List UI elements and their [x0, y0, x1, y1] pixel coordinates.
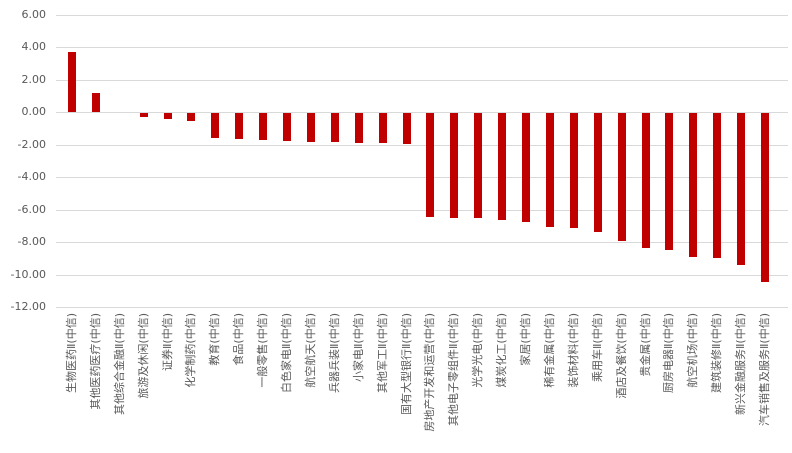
gridline	[56, 307, 788, 308]
x-category-label: 生物医药Ⅱ(中信)	[64, 313, 78, 393]
x-category-label: 房地产开发和运营(中信)	[423, 313, 437, 432]
x-category-label: 新兴金融服务Ⅱ(中信)	[734, 313, 748, 415]
x-category-label: 兵器兵装Ⅱ(中信)	[327, 313, 341, 393]
bar	[474, 113, 483, 219]
x-category-label: 其他医药医疗(中信)	[88, 313, 102, 410]
x-category-label: 教育(中信)	[208, 313, 222, 366]
x-category-label: 化学制药(中信)	[184, 313, 198, 388]
y-tick-label: -10.00	[10, 267, 46, 281]
bar	[593, 113, 602, 233]
x-category-label: 厨房电器Ⅱ(中信)	[662, 313, 676, 393]
x-category-label: 家居(中信)	[519, 313, 533, 366]
bar	[617, 113, 626, 241]
bar	[761, 113, 770, 282]
y-tick-label: -4.00	[17, 170, 46, 184]
x-category-label: 其他军工Ⅱ(中信)	[375, 313, 389, 393]
x-category-label: 小家电Ⅱ(中信)	[351, 313, 365, 382]
bar	[689, 113, 698, 258]
y-tick-label: -12.00	[10, 300, 46, 313]
x-category-label: 其他综合金融Ⅱ(中信)	[112, 313, 126, 415]
x-category-label: 汽车销售及服务Ⅱ(中信)	[758, 313, 772, 426]
bar	[641, 113, 650, 249]
bar	[91, 92, 100, 113]
bar	[569, 113, 578, 228]
bar	[163, 113, 172, 119]
x-category-label: 装饰材料(中信)	[566, 313, 580, 388]
gridline	[56, 144, 788, 146]
x-category-label: 乘用车Ⅱ(中信)	[590, 313, 604, 382]
gridline	[56, 242, 788, 244]
x-category-label: 其他电子零组件Ⅱ(中信)	[447, 313, 461, 426]
gridline	[56, 15, 788, 16]
bar	[426, 113, 435, 217]
y-tick-label: 6.00	[21, 8, 47, 21]
bar	[378, 113, 387, 144]
bar	[737, 113, 746, 266]
bar	[354, 113, 363, 143]
gridline	[56, 79, 788, 81]
bar	[67, 51, 76, 113]
x-category-label: 食品(中信)	[232, 313, 246, 366]
gridline	[56, 47, 788, 49]
gridline	[56, 112, 788, 114]
x-category-label: 光学光电(中信)	[471, 313, 485, 388]
x-category-label: 证券Ⅱ(中信)	[160, 313, 174, 371]
x-category-label: 稀有金属(中信)	[542, 313, 556, 388]
x-category-label: 航空航天(中信)	[303, 313, 317, 388]
x-category-label: 白色家电Ⅱ(中信)	[280, 313, 294, 393]
bar	[306, 113, 315, 142]
bar	[235, 113, 244, 139]
bar	[330, 113, 339, 143]
bar	[522, 113, 531, 222]
x-axis-labels: 生物医药Ⅱ(中信) 其他医药医疗(中信) 其他综合金融Ⅱ(中信) 旅游及休闲(中信) 证…	[0, 313, 792, 453]
y-tick-label: -8.00	[17, 235, 46, 249]
x-category-label: 贵金属(中信)	[638, 313, 652, 377]
x-category-label: 建筑装修Ⅱ(中信)	[710, 313, 724, 393]
bar	[665, 113, 674, 250]
y-tick-label: 0.00	[21, 105, 47, 119]
bar	[211, 113, 220, 138]
bar	[713, 113, 722, 259]
x-category-label: 一般零售(中信)	[256, 313, 270, 388]
x-category-label: 国有大型银行Ⅱ(中信)	[399, 313, 413, 415]
x-category-label: 旅游及休闲(中信)	[136, 313, 150, 399]
y-tick-label: 4.00	[21, 40, 47, 54]
x-category-label: 煤炭化工(中信)	[495, 313, 509, 388]
x-category-label: 航空机场(中信)	[686, 313, 700, 388]
bar	[450, 113, 459, 218]
y-tick-label: -6.00	[17, 202, 46, 216]
gridline	[56, 209, 788, 211]
bar	[139, 113, 148, 118]
bar	[259, 113, 268, 140]
x-category-label: 酒店及餐饮(中信)	[614, 313, 628, 399]
gridline	[56, 177, 788, 179]
bar	[283, 113, 292, 141]
bar	[545, 113, 554, 227]
gridline	[56, 274, 788, 276]
bar	[498, 113, 507, 220]
y-tick-label: -2.00	[17, 137, 46, 151]
bar	[402, 113, 411, 144]
bar	[187, 113, 196, 121]
y-tick-label: 2.00	[21, 72, 47, 86]
